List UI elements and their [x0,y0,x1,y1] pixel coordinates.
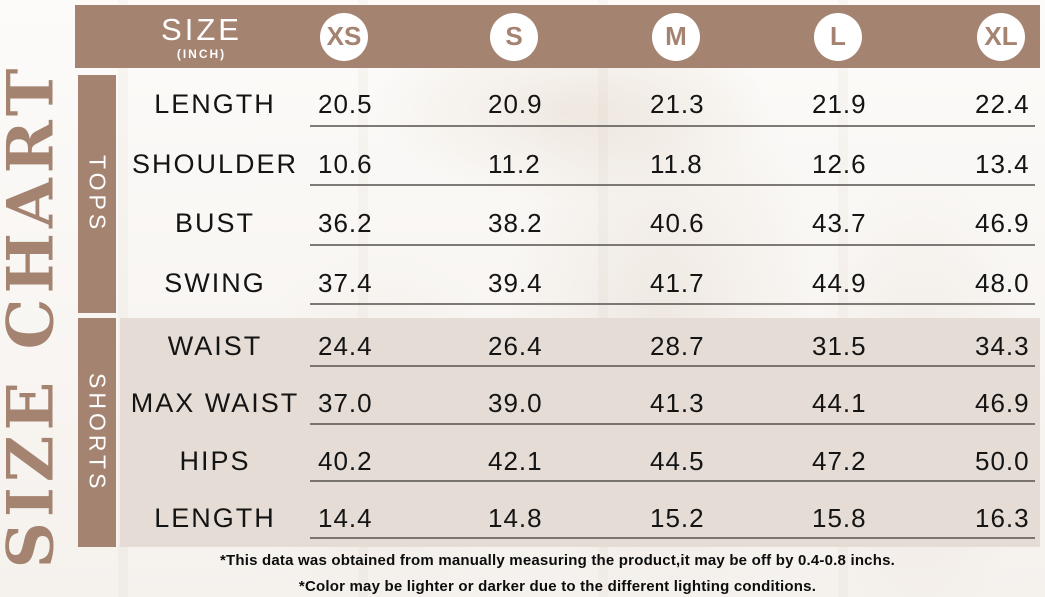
table-row: LENGTH 14.4 14.8 15.2 15.8 16.3 [120,490,1040,547]
table-row: BUST 36.2 38.2 40.6 43.7 46.9 [120,194,1040,254]
cell-value: 36.2 [318,208,373,239]
cell-value: 24.4 [318,331,373,362]
cell-value: 50.0 [975,445,1030,476]
table-row: LENGTH 20.5 20.9 21.3 21.9 22.4 [120,75,1040,135]
cell-value: 10.6 [318,148,373,179]
cell-value: 40.6 [650,208,705,239]
footnote-color: *Color may be lighter or darker due to t… [298,578,817,595]
cell-value: 14.4 [318,502,373,533]
row-label: SHOULDER [131,148,299,179]
cell-value: 12.6 [812,148,867,179]
tops-section-bar: TOPS [78,75,116,313]
vertical-page-title: SIZE CHART [0,63,69,569]
cell-value: 44.1 [812,388,867,419]
cell-value: 40.2 [318,445,373,476]
cell-value: 31.5 [812,331,867,362]
table-row: WAIST 24.4 26.4 28.7 31.5 34.3 [120,318,1040,375]
cell-value: 39.0 [488,388,543,419]
cell-value: 21.9 [812,89,867,120]
cell-value: 16.3 [975,502,1030,533]
shorts-section-label: SHORTS [84,372,111,493]
cell-value: 42.1 [488,445,543,476]
cell-value: 44.9 [812,267,867,298]
shorts-section-bar: SHORTS [78,318,116,547]
row-label: MAX WAIST [130,388,300,419]
cell-value: 20.5 [318,89,373,120]
cell-value: 41.7 [650,267,705,298]
row-label: HIPS [179,445,251,476]
cell-value: 14.8 [488,502,543,533]
cell-value: 46.9 [975,388,1030,419]
size-badge-xl: XL [977,12,1025,61]
cell-value: 20.9 [488,89,543,120]
cell-value: 39.4 [488,267,543,298]
size-chart-table: SIZE (INCH) XS S M L XL TOPS LENGTH 20.5… [75,5,1040,547]
cell-value: 46.9 [975,208,1030,239]
row-label: LENGTH [154,502,276,533]
cell-value: 26.4 [488,331,543,362]
size-badge-s: S [490,12,538,61]
table-row: MAX WAIST 37.0 39.0 41.3 44.1 46.9 [120,375,1040,432]
size-badge-m: M [652,12,700,61]
cell-value: 34.3 [975,331,1030,362]
cell-value: 11.8 [650,148,703,179]
section-shorts: SHORTS WAIST 24.4 26.4 28.7 31.5 34.3 MA… [75,318,1040,547]
row-label: SWING [164,267,266,298]
cell-value: 37.4 [318,267,373,298]
row-label: BUST [174,208,255,239]
table-row: SWING 37.4 39.4 41.7 44.9 48.0 [120,254,1040,314]
tops-section-label: TOPS [84,154,111,234]
cell-value: 43.7 [812,208,867,239]
size-header-unit: (INCH) [176,46,227,61]
cell-value: 28.7 [650,331,705,362]
cell-value: 11.2 [488,148,541,179]
cell-value: 38.2 [488,208,543,239]
cell-value: 48.0 [975,267,1030,298]
cell-value: 47.2 [812,445,867,476]
table-header-row: SIZE (INCH) XS S M L XL [75,5,1040,68]
cell-value: 44.5 [650,445,705,476]
cell-value: 15.8 [812,502,867,533]
footnote-measurement: *This data was obtained from manually me… [219,552,895,569]
cell-value: 41.3 [650,388,705,419]
size-unit-header: SIZE (INCH) [75,14,310,60]
table-row: SHOULDER 10.6 11.2 11.8 12.6 13.4 [120,135,1040,195]
cell-value: 21.3 [650,89,705,120]
cell-value: 15.2 [650,502,705,533]
tops-rows: LENGTH 20.5 20.9 21.3 21.9 22.4 SHOULDER… [120,75,1040,313]
footnotes: *This data was obtained from manually me… [75,548,1040,597]
size-header-title: SIZE [161,11,242,47]
cell-value: 13.4 [975,148,1030,179]
cell-value: 22.4 [975,89,1030,120]
size-badge-l: L [814,12,862,61]
size-badge-xs: XS [320,12,368,61]
row-label: WAIST [167,331,263,362]
row-label: LENGTH [154,89,276,120]
table-row: HIPS 40.2 42.1 44.5 47.2 50.0 [120,433,1040,490]
section-tops: TOPS LENGTH 20.5 20.9 21.3 21.9 22.4 SHO… [75,75,1040,313]
shorts-rows: WAIST 24.4 26.4 28.7 31.5 34.3 MAX WAIST… [120,318,1040,547]
cell-value: 37.0 [318,388,373,419]
